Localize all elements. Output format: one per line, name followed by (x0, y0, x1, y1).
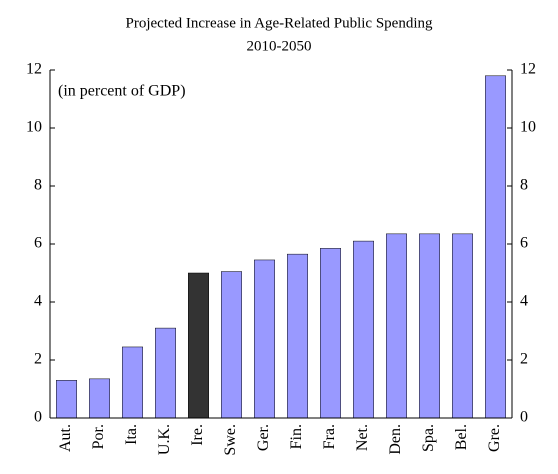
x-tick-label: Swe. (222, 424, 239, 456)
chart-title: Projected Increase in Age-Related Public… (126, 15, 433, 31)
x-tick-label: Ger. (255, 424, 272, 451)
x-tick-label: Ita. (123, 424, 140, 445)
y2-tick-label: 10 (520, 119, 536, 136)
bar (122, 346, 143, 419)
x-tick-label: Ire. (189, 424, 206, 446)
bar (419, 233, 440, 419)
x-tick-label: Bel. (453, 424, 470, 450)
bar (485, 75, 506, 419)
y-tick-label: 12 (26, 61, 42, 78)
annotation: (in percent of GDP) (58, 83, 186, 100)
x-tick-label: Net. (354, 424, 371, 451)
x-tick-label: U.K. (156, 424, 173, 455)
bar (353, 240, 374, 419)
x-tick-label: Por. (90, 424, 107, 449)
bar (386, 233, 407, 419)
y-tick-label: 2 (34, 351, 42, 368)
x-tick-label: Spa. (420, 424, 437, 452)
bar (188, 272, 209, 419)
bar (254, 259, 275, 419)
bar (452, 233, 473, 419)
y-tick-label: 0 (34, 409, 42, 426)
y-tick-label: 8 (34, 177, 42, 194)
bar (155, 327, 176, 419)
x-tick-label: Fra. (321, 424, 338, 449)
x-tick-label: Fin. (288, 424, 305, 449)
bar (320, 248, 341, 419)
bar (56, 380, 77, 419)
x-tick-label: Gre. (486, 424, 503, 452)
y2-tick-label: 8 (520, 177, 528, 194)
y2-tick-label: 4 (520, 293, 528, 310)
x-tick-label: Aut. (57, 424, 74, 452)
y2-tick-label: 12 (520, 61, 536, 78)
y-tick-label: 10 (26, 119, 42, 136)
bar (89, 378, 110, 419)
y2-tick-label: 2 (520, 351, 528, 368)
bar (221, 271, 242, 419)
y-tick-label: 4 (34, 293, 42, 310)
bar (287, 253, 308, 419)
y2-tick-label: 0 (520, 409, 528, 426)
x-tick-label: Den. (387, 424, 404, 455)
y-tick-label: 6 (34, 235, 42, 252)
chart-subtitle: 2010-2050 (247, 38, 312, 54)
y2-tick-label: 6 (520, 235, 528, 252)
